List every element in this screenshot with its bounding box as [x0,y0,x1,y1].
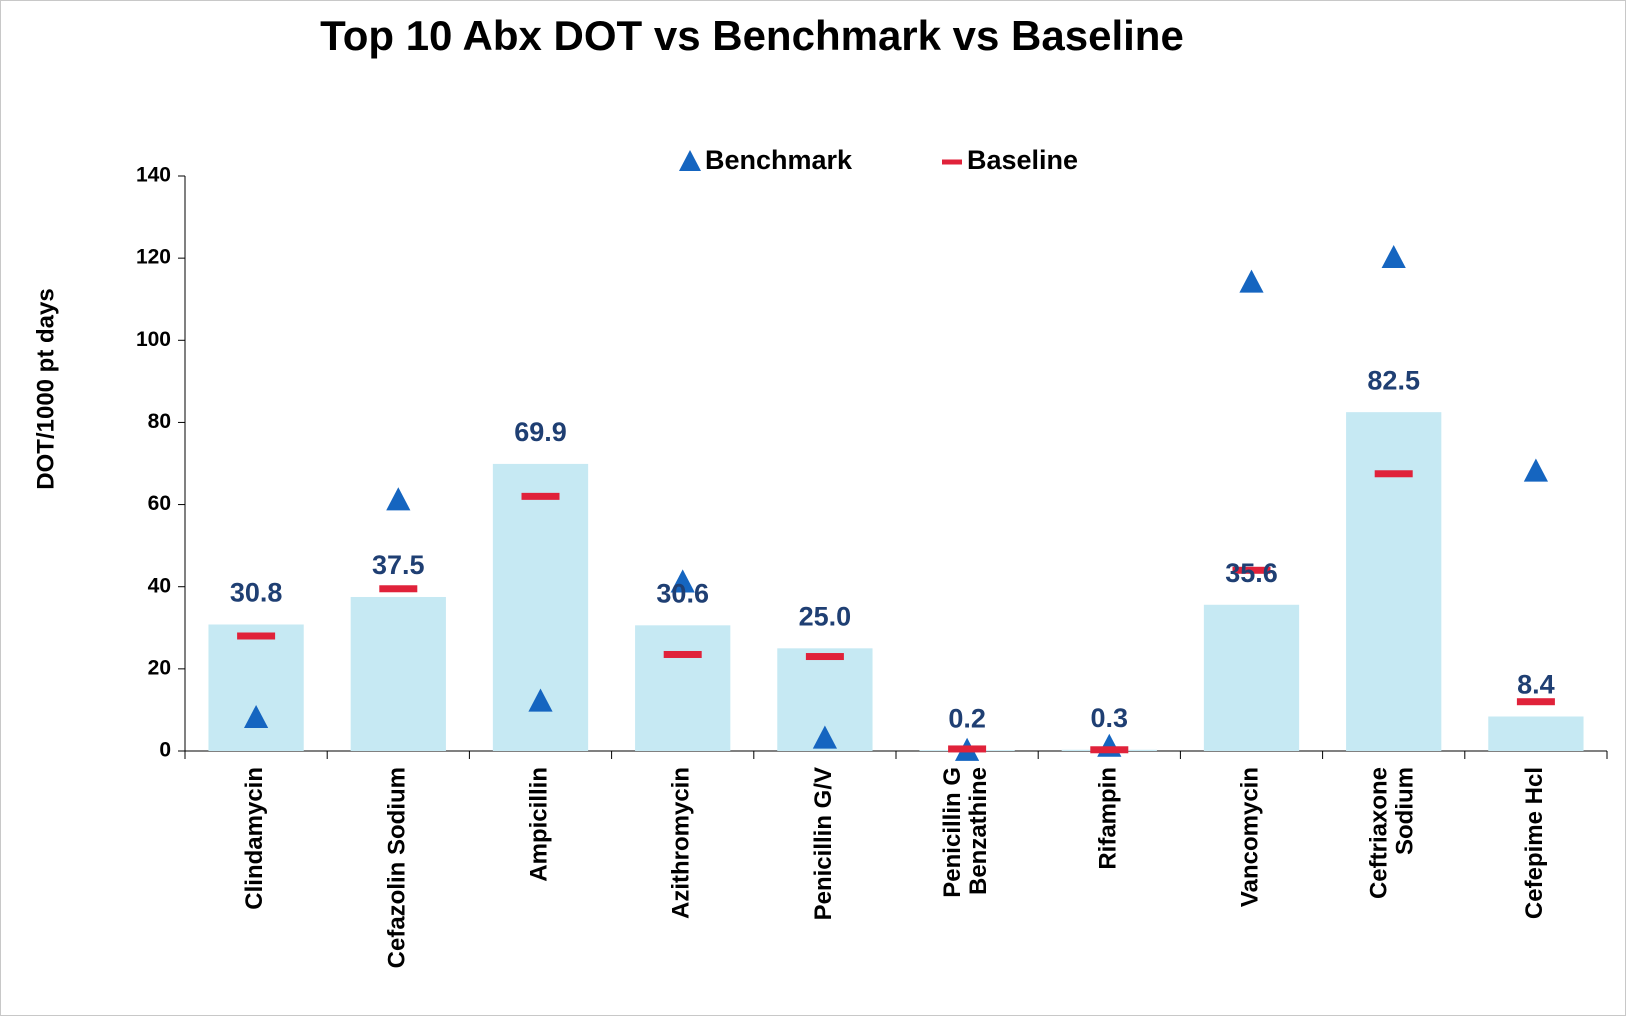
baseline-marker [1232,566,1271,574]
x-tick-label: Vancomycin [1237,767,1264,907]
x-tick-label: Cefepime Hcl [1521,767,1548,919]
baseline-marker [1090,746,1129,754]
bar [1203,604,1300,751]
value-label: 30.8 [230,578,283,608]
bar [350,596,446,751]
y-tick-label: 140 [136,164,171,187]
benchmark-marker [244,704,269,729]
legend-label: Benchmark [705,145,853,175]
benchmark-marker [1523,458,1548,482]
y-tick-label: 20 [148,656,171,679]
legend-label: Baseline [967,145,1078,175]
bar [635,625,731,751]
x-tick-label: Penicillin GBenzathine [939,767,992,898]
bar [1346,412,1442,751]
value-label: 0.3 [1091,703,1129,733]
x-tick-label: Azithromycin [668,767,695,919]
benchmark-marker [1381,244,1406,269]
x-tick-label: CeftriaxoneSodium [1366,767,1419,899]
x-tick-label: Clindamycin [241,767,268,910]
benchmark-marker [1239,269,1264,293]
x-tick-label: Cefazolin Sodium [384,767,411,968]
baseline-marker [237,632,276,640]
y-tick-label: 40 [148,574,171,597]
baseline-marker [948,745,987,753]
value-label: 30.6 [656,578,709,608]
legend-marker [679,150,701,171]
value-label: 37.5 [372,550,425,580]
value-label: 8.4 [1517,670,1555,700]
legend-marker [942,159,962,165]
benchmark-marker [1097,733,1122,757]
x-tick-label: Ampicillin [526,767,553,882]
y-tick-label: 100 [136,328,171,351]
benchmark-marker [386,487,411,511]
y-axis-label: DOT/1000 pt days [32,288,59,489]
baseline-marker [379,585,418,593]
value-label: 69.9 [514,417,567,447]
value-label: 25.0 [799,601,852,631]
chart-title: Top 10 Abx DOT vs Benchmark vs Baseline [320,12,1184,59]
bar [1488,716,1584,751]
x-tick-label: Penicillin G/V [810,767,837,920]
value-label: 35.6 [1225,558,1278,588]
value-label: 0.2 [948,703,986,733]
bar [208,624,304,751]
y-tick-label: 60 [148,492,171,515]
baseline-marker [1374,470,1413,478]
y-tick-label: 0 [159,739,171,762]
benchmark-marker [812,725,837,749]
y-tick-label: 80 [148,410,171,433]
baseline-marker [663,650,702,658]
benchmark-marker [670,569,695,593]
baseline-marker [521,492,560,500]
baseline-marker [1516,698,1555,706]
baseline-marker [805,653,844,661]
x-tick-label: Rifampin [1095,767,1122,870]
y-tick-label: 120 [136,246,171,269]
benchmark-marker [528,688,553,712]
value-label: 82.5 [1367,365,1420,395]
